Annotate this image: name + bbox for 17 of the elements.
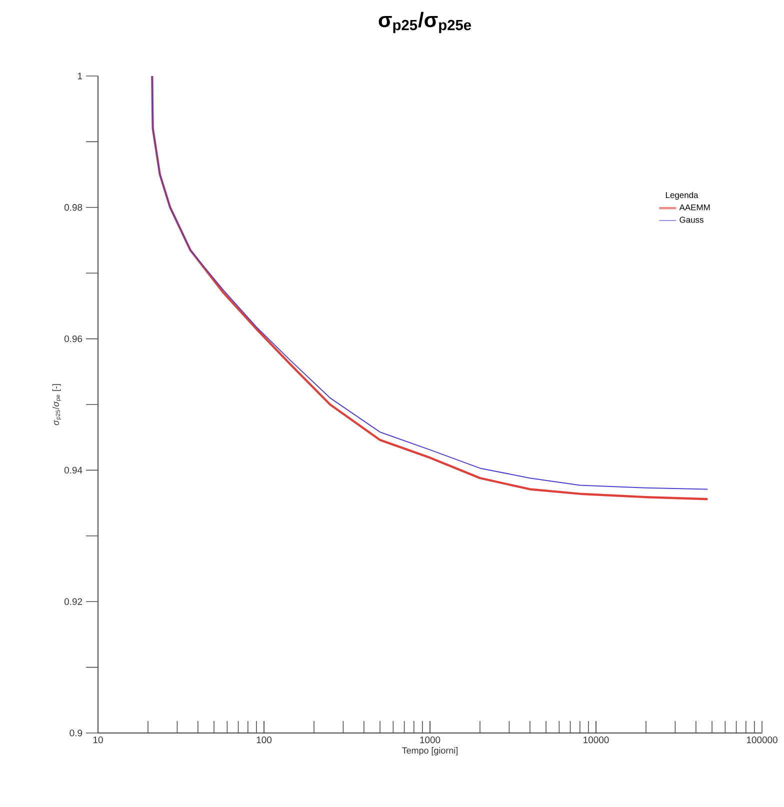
legend-title: Legenda (666, 192, 698, 200)
chart-title: σ$_{p25}$/σ$_{p25e}$ (378, 12, 472, 34)
x-tick-label: 10000 (584, 736, 609, 744)
y-tick-label: 1 (78, 72, 82, 80)
x-tick-label: 1000 (420, 736, 440, 744)
y-tick-label: 0.9 (70, 730, 82, 736)
y-axis-title: σ$_{p25}$/σ$_{pe}$ [-] (52, 384, 62, 426)
y-tick-label: 0.96 (64, 335, 82, 342)
legend-label: Gauss (680, 216, 704, 223)
legend-label: AAEMM (679, 204, 710, 210)
x-tick-label: 100000 (746, 736, 778, 744)
x-tick-label: 10 (93, 736, 103, 744)
x-axis-title: Tempo [giorni] (402, 747, 458, 756)
x-tick-label: 100 (256, 736, 272, 744)
y-tick-label: 0.92 (64, 598, 82, 605)
y-tick-label: 0.98 (64, 204, 82, 211)
y-tick-label: 0.94 (64, 466, 82, 474)
